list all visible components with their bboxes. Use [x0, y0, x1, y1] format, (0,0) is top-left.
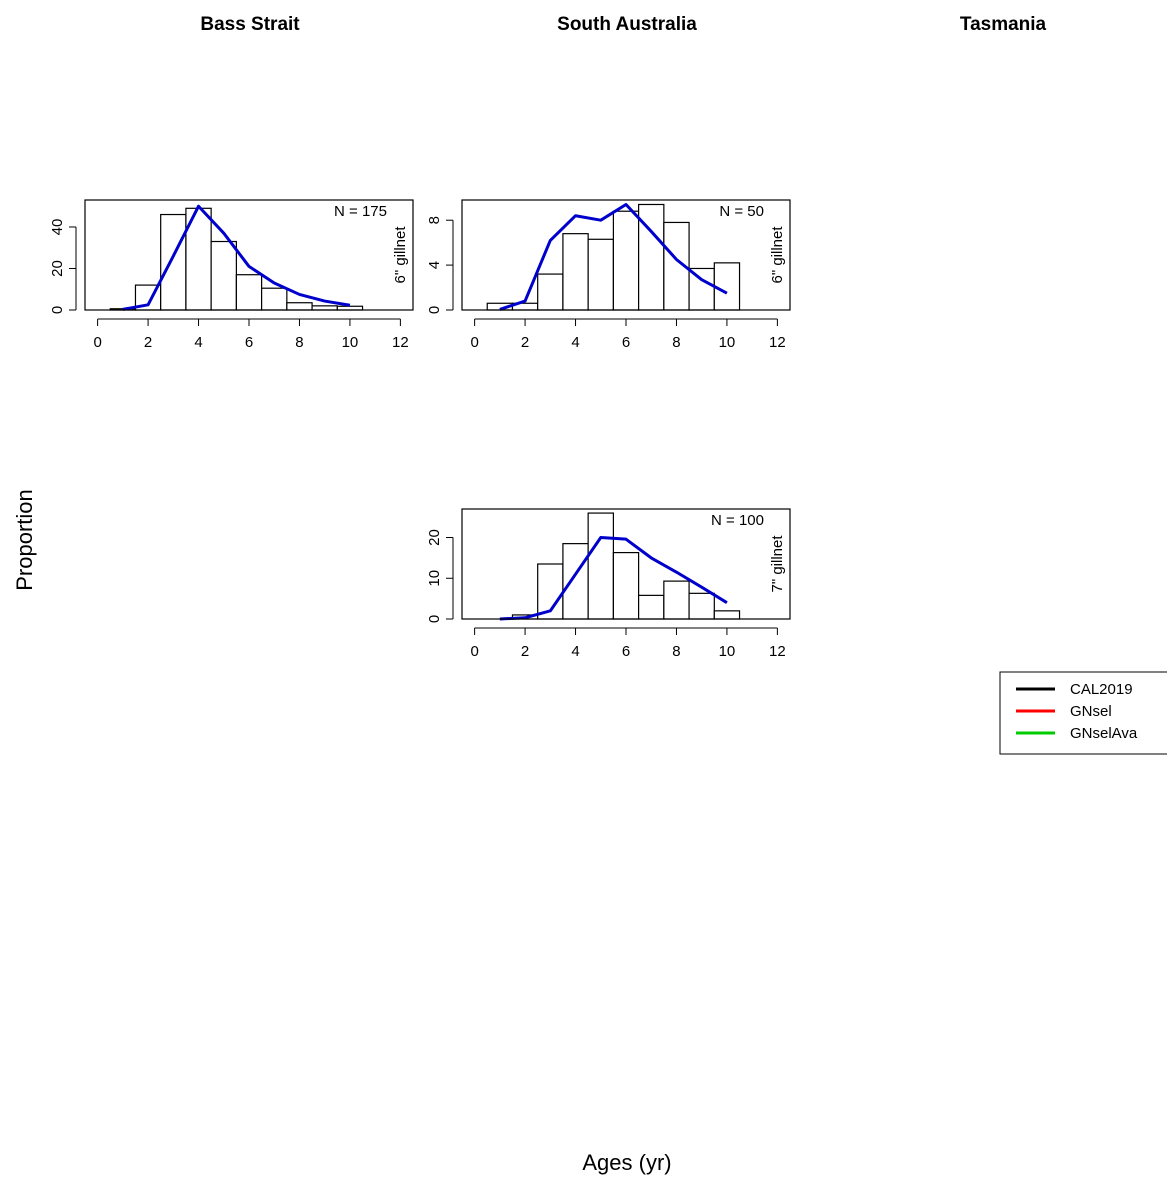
- x-tick-label: 2: [521, 643, 529, 660]
- x-tick-label: 12: [769, 334, 786, 351]
- legend-box: [999, 671, 1167, 755]
- x-tick-label: 2: [144, 334, 152, 351]
- histogram-bar: [612, 210, 640, 311]
- sample-size-label: N = 100: [711, 512, 764, 529]
- x-tick-label: 2: [521, 334, 529, 351]
- histogram-bar: [587, 238, 614, 311]
- histogram-bar: [638, 594, 665, 620]
- x-axis-label: Ages (yr): [582, 1150, 671, 1175]
- histogram-bar: [612, 551, 640, 620]
- histogram-bar: [713, 610, 741, 620]
- x-tick-label: 6: [245, 334, 253, 351]
- y-axis-label: Proportion: [12, 489, 37, 591]
- histogram-bar: [688, 267, 715, 311]
- sample-size-label: N = 50: [719, 203, 764, 220]
- legend: CAL2019 GNsel GNselAva: [999, 671, 1167, 755]
- y-tick-label: 40: [49, 219, 66, 236]
- x-tick-label: 8: [672, 643, 680, 660]
- histogram-bar: [688, 592, 715, 620]
- histogram-bar: [562, 543, 589, 620]
- y-tick-label: 0: [426, 615, 443, 623]
- y-tick-label: 0: [426, 306, 443, 314]
- histogram-bar: [537, 273, 564, 311]
- y-tick-label: 20: [426, 529, 443, 546]
- histogram-bar: [235, 274, 263, 311]
- gear-label: 7" gillnet: [769, 535, 786, 593]
- x-tick-label: 0: [470, 643, 478, 660]
- y-tick-label: 4: [426, 261, 443, 269]
- x-tick-label: 6: [622, 334, 630, 351]
- legend-label-gnselava: GNselAva: [1070, 725, 1138, 742]
- x-tick-label: 12: [392, 334, 409, 351]
- panel-south-australia-6in-gillnet: 0 2 4 6 8 10 12 0 4 8 N = 50 6" gillnet: [426, 199, 791, 351]
- fitted-line: [499, 202, 728, 311]
- region-title-south-australia: South Australia: [557, 14, 697, 35]
- sample-size-label: N = 175: [334, 203, 387, 220]
- y-tick-label: 8: [426, 216, 443, 224]
- x-tick-label: 0: [93, 334, 101, 351]
- x-tick-label: 12: [769, 643, 786, 660]
- x-tick-label: 10: [342, 334, 359, 351]
- histogram-bar: [663, 580, 690, 620]
- x-tick-label: 4: [571, 643, 579, 660]
- histogram-bar: [286, 302, 313, 311]
- histogram-bar: [261, 287, 288, 311]
- plot-frame: [461, 508, 791, 620]
- gear-label: 6" gillnet: [769, 226, 786, 284]
- x-tick-label: 0: [470, 334, 478, 351]
- panel-south-australia-7in-gillnet: 0 2 4 6 8 10 12 0 10 20 N = 100 7" gillnet: [426, 508, 791, 660]
- histogram-bar: [713, 262, 741, 311]
- legend-label-cal2019: CAL2019: [1070, 681, 1133, 698]
- y-tick-label: 10: [426, 570, 443, 587]
- histogram-bar: [311, 305, 338, 311]
- fitted-line: [122, 204, 351, 311]
- region-title-tasmania: Tasmania: [960, 14, 1047, 35]
- gear-label: 6" gillnet: [392, 226, 409, 284]
- histogram-bar: [210, 240, 237, 311]
- x-tick-label: 6: [622, 643, 630, 660]
- panel-bass-strait-6in-gillnet: 0 2 4 6 8 10 12 0 20 40 N = 175 6" gillnet: [49, 199, 414, 351]
- histogram-bar: [160, 213, 187, 311]
- x-tick-label: 4: [194, 334, 202, 351]
- y-tick-label: 20: [49, 260, 66, 277]
- region-title-bass-strait: Bass Strait: [200, 14, 300, 35]
- x-tick-label: 10: [719, 643, 736, 660]
- plot-frame: [461, 199, 791, 311]
- plot-frame: [84, 199, 414, 311]
- fitted-line: [499, 536, 728, 621]
- y-tick-label: 0: [49, 306, 66, 314]
- x-tick-label: 8: [672, 334, 680, 351]
- histogram-bar: [587, 512, 614, 620]
- x-tick-label: 4: [571, 334, 579, 351]
- legend-label-gnsel: GNsel: [1070, 703, 1112, 720]
- x-tick-label: 10: [719, 334, 736, 351]
- x-tick-label: 8: [295, 334, 303, 351]
- histogram-bar: [562, 233, 589, 311]
